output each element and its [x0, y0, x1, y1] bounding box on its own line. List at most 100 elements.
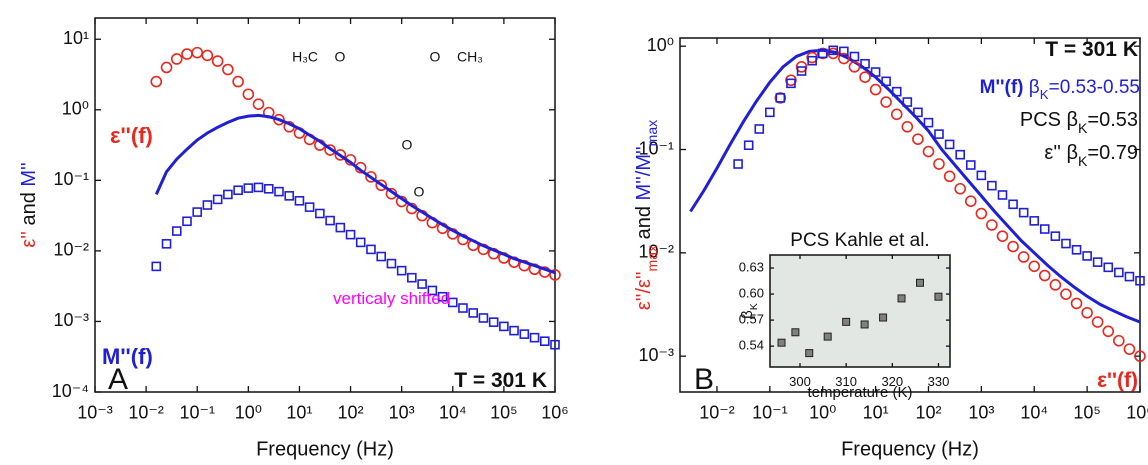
data-point	[325, 215, 335, 226]
y-tick-label: 10⁻³	[53, 310, 89, 330]
text-segment: M''	[18, 162, 40, 186]
data-point	[1060, 288, 1072, 300]
data-point	[437, 291, 448, 302]
data-point	[880, 96, 892, 108]
data-point	[1092, 257, 1103, 267]
text-segment: ε'' β	[1044, 142, 1078, 164]
data-point	[912, 133, 924, 145]
data-point	[823, 332, 832, 341]
data-point	[447, 297, 458, 308]
data-point	[365, 171, 377, 183]
data-point	[817, 48, 828, 59]
data-point	[987, 180, 997, 191]
data-point	[529, 332, 540, 343]
y-tick-label: 10⁰	[62, 99, 89, 119]
x-axis-label: temperature (K)	[807, 384, 912, 401]
data-point	[1135, 275, 1145, 286]
data-point	[488, 317, 499, 327]
data-point	[182, 216, 192, 227]
data-point	[1039, 224, 1050, 234]
data-point	[1082, 251, 1092, 261]
y-tick-label: 0.57	[739, 312, 764, 327]
data-point	[509, 325, 519, 336]
data-point	[150, 75, 163, 88]
data-point	[1029, 216, 1040, 226]
annotation: A	[108, 363, 128, 396]
data-point	[791, 328, 800, 337]
data-point	[211, 55, 224, 67]
data-point	[499, 321, 509, 332]
data-point	[743, 140, 754, 151]
data-point	[274, 186, 284, 197]
y-axis-label: ε'' and M''	[18, 162, 40, 247]
annotation: ε'' βK=0.79	[1044, 142, 1138, 168]
x-tick-label: 10⁶	[1126, 402, 1148, 422]
y-tick-label: 10⁻¹	[638, 138, 674, 158]
data-point	[1061, 238, 1071, 249]
data-point	[355, 237, 366, 248]
plot-area	[769, 254, 951, 368]
x-tick-label: 10²	[915, 402, 941, 422]
inset-title: PCS Kahle et al.	[790, 230, 929, 251]
data-point	[1091, 316, 1104, 328]
x-tick-label: 10⁻¹	[752, 402, 788, 422]
data-point	[161, 239, 172, 249]
x-tick-label: 10⁴	[1020, 402, 1048, 422]
y-tick-label: 10⁻²	[638, 242, 674, 262]
x-tick-label: 10³	[968, 402, 994, 422]
data-point	[943, 170, 956, 183]
x-tick-label: 10⁰	[809, 402, 836, 422]
data-point	[233, 185, 243, 196]
y-axis-label: ε''/ε''max and M''/M''max	[633, 120, 659, 310]
text-segment: and	[633, 201, 655, 245]
x-tick-label: 10⁵	[490, 402, 517, 422]
data-point	[733, 159, 743, 169]
text-segment: =0.53-0.55	[1049, 77, 1140, 98]
data-point	[774, 92, 787, 104]
data-point	[795, 61, 808, 73]
data-point	[922, 145, 935, 158]
data-point	[243, 183, 254, 193]
data-point	[1113, 334, 1125, 347]
x-tick-label: 10⁻¹	[179, 402, 215, 422]
x-tick-label: 330	[928, 374, 950, 389]
data-point	[965, 160, 976, 170]
data-point	[964, 195, 977, 208]
text-segment: ε''/ε''	[633, 271, 655, 310]
structure-label: O	[430, 49, 441, 65]
data-point	[202, 200, 213, 210]
x-tick-label: 10⁴	[439, 402, 467, 422]
text-segment: K	[748, 303, 760, 310]
y-tick-label: 0.63	[739, 259, 764, 274]
data-point	[901, 120, 914, 133]
annotation: B	[694, 363, 714, 396]
data-point	[1017, 251, 1030, 263]
data-point	[754, 124, 765, 134]
data-point	[828, 45, 839, 56]
y-tick-label: 0.60	[739, 286, 764, 301]
y-tick-label: 10⁻¹	[53, 169, 89, 189]
y-tick-label: 10⁻³	[638, 345, 674, 365]
x-tick-label: 320	[881, 374, 903, 389]
data-point	[253, 182, 264, 193]
data-point	[879, 313, 888, 322]
data-point	[212, 194, 223, 205]
data-point	[386, 258, 397, 269]
text-segment: verticaly shifted	[333, 289, 450, 308]
x-tick-label: 10⁰	[235, 402, 262, 422]
x-tick-label: 10⁻²	[699, 402, 735, 422]
plot-area	[94, 17, 556, 393]
data-point	[986, 219, 998, 231]
data-point	[913, 107, 923, 118]
x-tick-label: 10¹	[863, 402, 889, 422]
data-point	[881, 76, 891, 87]
text-segment: M''/M''	[633, 146, 655, 200]
structure-label: O	[414, 184, 425, 200]
text-segment: ε''(f)	[110, 123, 153, 148]
data-point	[902, 97, 913, 107]
data-point	[976, 170, 987, 181]
data-point	[519, 329, 530, 339]
data-point	[1028, 260, 1041, 273]
data-point	[890, 108, 903, 121]
data-point	[934, 292, 943, 301]
